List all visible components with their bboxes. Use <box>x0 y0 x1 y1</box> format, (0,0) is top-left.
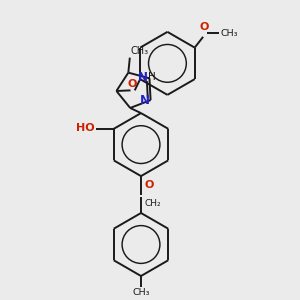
Text: HO: HO <box>76 123 95 133</box>
Text: N: N <box>140 94 150 107</box>
Text: CH₃: CH₃ <box>130 46 148 56</box>
Text: O: O <box>200 22 209 32</box>
Text: O: O <box>145 180 154 190</box>
Text: O: O <box>127 79 136 88</box>
Text: N: N <box>138 70 148 84</box>
Text: CH₂: CH₂ <box>145 200 161 208</box>
Text: H: H <box>148 72 155 82</box>
Text: CH₃: CH₃ <box>132 288 150 297</box>
Text: CH₃: CH₃ <box>220 29 238 38</box>
